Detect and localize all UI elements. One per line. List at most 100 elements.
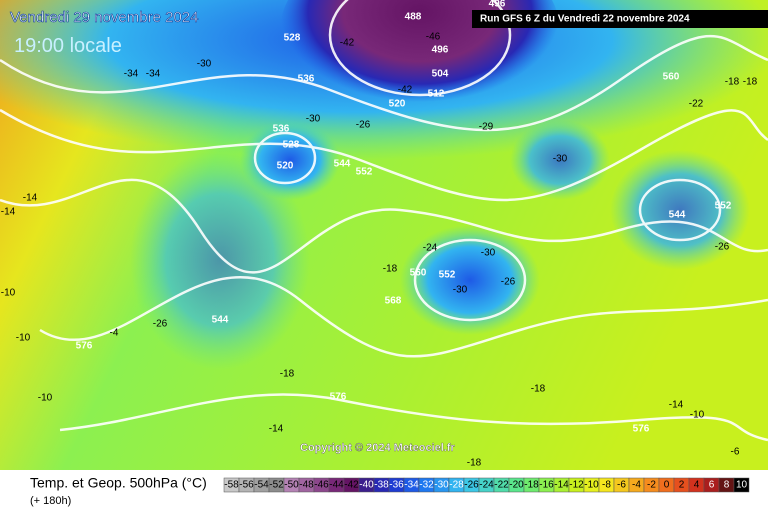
contour-lines <box>0 0 768 440</box>
geopotential-label: 488 <box>405 12 422 23</box>
geopotential-label: 544 <box>334 159 351 170</box>
forecast-date: Vendredi 29 novembre 2024 <box>10 9 198 26</box>
temperature-label: -18 <box>280 369 295 380</box>
map-field <box>0 0 768 470</box>
geopotential-label: 576 <box>330 392 347 403</box>
temperature-label: -14 <box>1 207 16 218</box>
legend-label: 6 <box>709 480 715 491</box>
temperature-label: -30 <box>453 285 468 296</box>
geopotential-label: 544 <box>669 210 686 221</box>
geopotential-label: 568 <box>385 296 402 307</box>
temperature-label: -10 <box>1 288 16 299</box>
legend-label: -20 <box>509 480 524 491</box>
temperature-label: -26 <box>356 120 371 131</box>
footer-lead: (+ 180h) <box>30 495 71 507</box>
legend-label: -28 <box>449 480 464 491</box>
legend-label: -50 <box>284 480 299 491</box>
legend-swatch <box>733 477 750 493</box>
geopotential-label: 552 <box>356 167 373 178</box>
legend-label: -30 <box>434 480 449 491</box>
legend-label: 0 <box>664 480 670 491</box>
legend-label: -56 <box>239 480 254 491</box>
geopotential-label: 576 <box>76 341 93 352</box>
legend-label: -22 <box>494 480 509 491</box>
run-info: Run GFS 6 Z du Vendredi 22 novembre 2024 <box>480 14 690 25</box>
temperature-label: -34 <box>124 69 139 80</box>
temperature-label: -18 <box>383 264 398 275</box>
geopotential-label: 528 <box>283 140 300 151</box>
legend-label: -46 <box>314 480 329 491</box>
legend-label: -38 <box>374 480 389 491</box>
temperature-label: -29 <box>479 122 494 133</box>
legend-label: -10 <box>584 480 599 491</box>
legend-label: 2 <box>679 480 685 491</box>
temperature-label: -10 <box>690 410 705 421</box>
temperature-label: -42 <box>340 38 355 49</box>
legend-label: -24 <box>479 480 494 491</box>
temperature-label: -42 <box>398 85 413 96</box>
geopotential-label: 496 <box>489 0 506 10</box>
legend-label: -18 <box>524 480 539 491</box>
temperature-label: -18 <box>531 384 546 395</box>
legend-label: -8 <box>602 480 611 491</box>
legend-label: -32 <box>419 480 434 491</box>
temperature-label: -14 <box>23 193 38 204</box>
temperature-label: -10 <box>38 393 53 404</box>
legend-label: 8 <box>724 480 730 491</box>
geopotential-label: 552 <box>439 270 456 281</box>
temperature-label: -34 <box>146 69 161 80</box>
temperature-label: -14 <box>269 424 284 435</box>
legend-label: -42 <box>344 480 359 491</box>
temperature-label: -26 <box>715 242 730 253</box>
legend-label: -6 <box>617 480 626 491</box>
temperature-label: -22 <box>689 99 704 110</box>
legend-label: -14 <box>554 480 569 491</box>
legend-label: -40 <box>359 480 374 491</box>
legend-label: -54 <box>254 480 269 491</box>
temperature-label: -10 <box>16 333 31 344</box>
temperature-label: -18 <box>467 458 482 469</box>
legend-label: -2 <box>647 480 656 491</box>
temperature-label: -18 <box>725 77 740 88</box>
temperature-label: -46 <box>426 32 441 43</box>
temperature-label: -18 <box>743 77 758 88</box>
legend-label: -48 <box>299 480 314 491</box>
geopotential-label: 544 <box>212 315 229 326</box>
geopotential-label: 520 <box>277 161 294 172</box>
legend-label: -16 <box>539 480 554 491</box>
temperature-label: -30 <box>306 114 321 125</box>
temperature-label: -4 <box>110 328 119 339</box>
geopotential-label: 528 <box>284 33 301 44</box>
legend-label: 4 <box>694 480 700 491</box>
legend-label: 10 <box>736 480 748 491</box>
legend-label: -36 <box>389 480 404 491</box>
temperature-label: -6 <box>731 447 740 458</box>
temperature-label: -30 <box>481 248 496 259</box>
temperature-label: -26 <box>153 319 168 330</box>
legend-label: -34 <box>404 480 419 491</box>
temperature-label: -30 <box>197 59 212 70</box>
temperature-label: -26 <box>501 277 516 288</box>
geopotential-label: 496 <box>432 45 449 56</box>
geopotential-label: 560 <box>410 268 427 279</box>
legend-label: -26 <box>464 480 479 491</box>
legend-label: -52 <box>269 480 284 491</box>
forecast-time: 19:00 locale <box>14 35 122 57</box>
geopotential-label: 536 <box>273 124 290 135</box>
geopotential-label: 512 <box>428 89 445 100</box>
geopotential-label: 504 <box>432 69 449 80</box>
temperature-label: -14 <box>669 400 684 411</box>
geopotential-label: 576 <box>633 424 650 435</box>
geopotential-label: 536 <box>298 74 315 85</box>
legend-label: -58 <box>224 480 239 491</box>
footer-title: Temp. et Geop. 500hPa (°C) <box>30 475 207 491</box>
geopotential-label: 560 <box>663 72 680 83</box>
copyright: Copyright © 2024 Meteociel.fr <box>300 442 456 454</box>
legend-label: -44 <box>329 480 344 491</box>
temperature-label: -24 <box>423 243 438 254</box>
run-banner <box>472 10 768 28</box>
legend-label: -12 <box>569 480 584 491</box>
geopotential-label: 552 <box>715 201 732 212</box>
geopotential-label: 520 <box>389 99 406 110</box>
